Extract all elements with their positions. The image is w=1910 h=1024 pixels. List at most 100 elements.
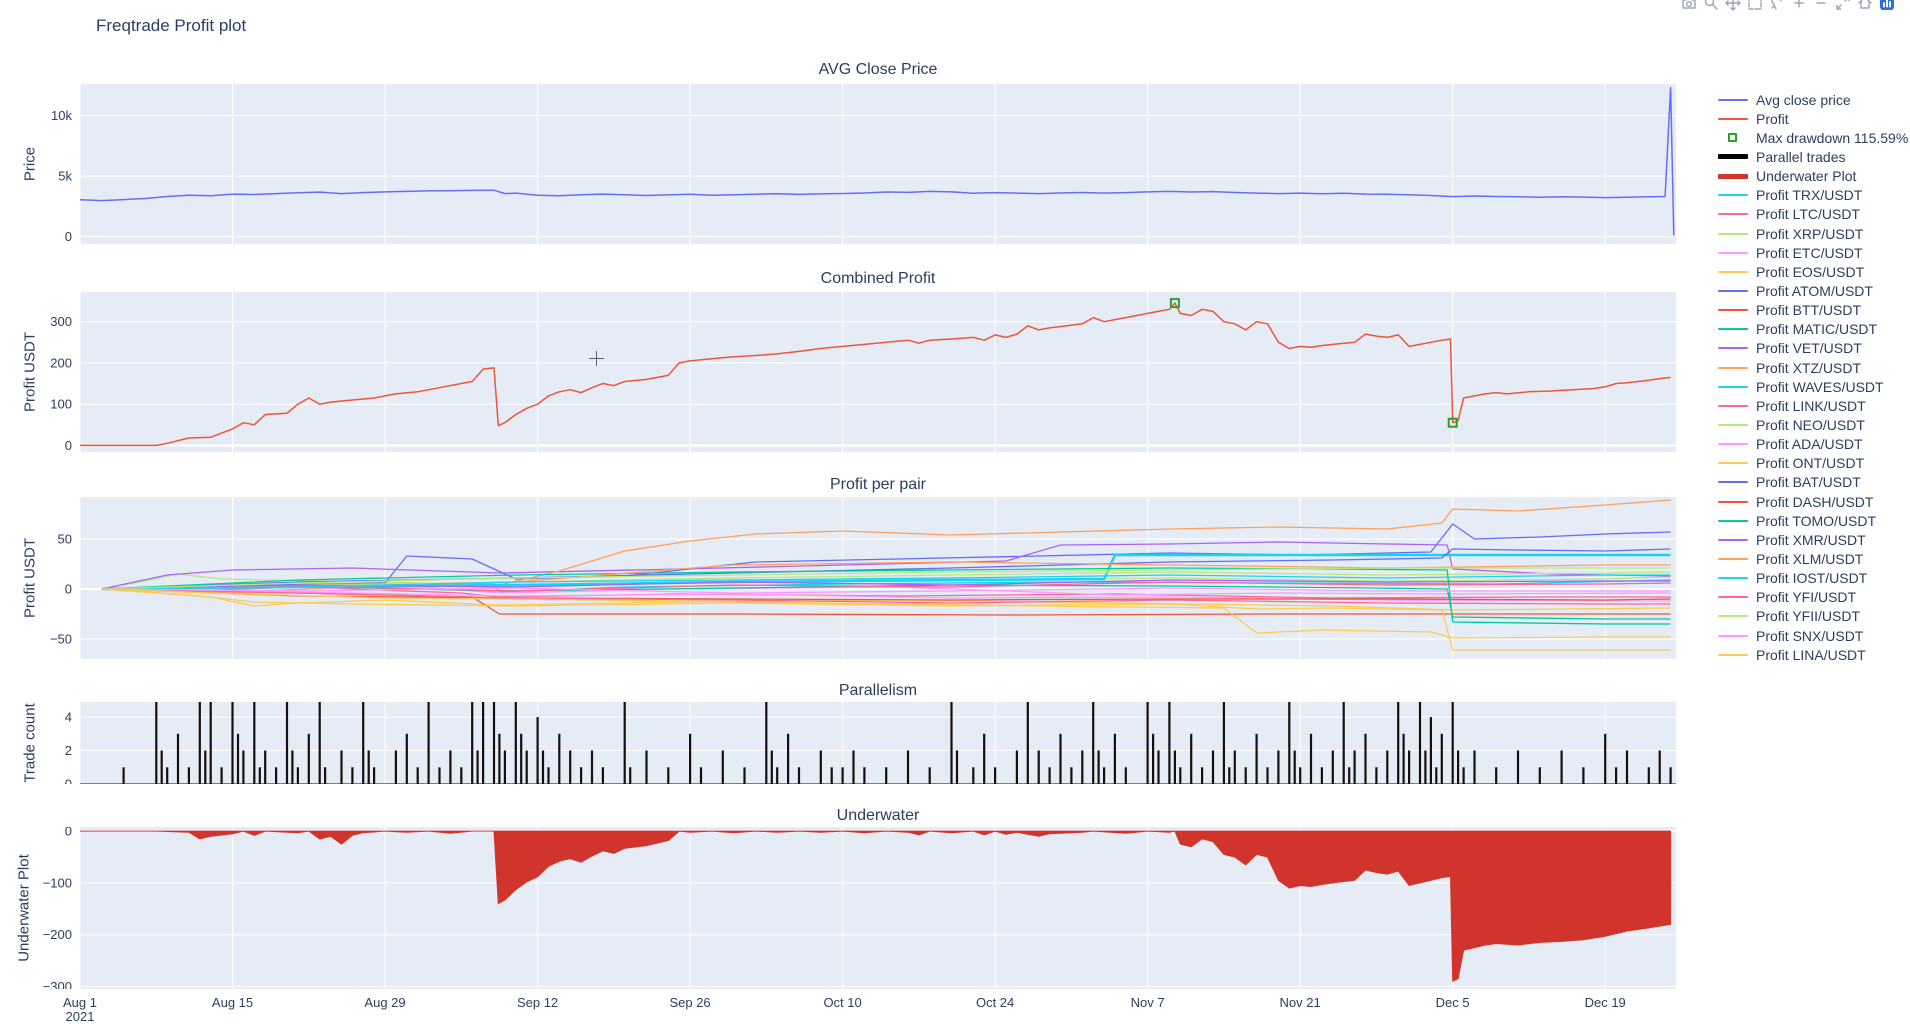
legend-item-profit-tomo-usdt[interactable]: Profit TOMO/USDT (1718, 511, 1908, 530)
trade-count-bar (318, 702, 321, 784)
trade-count-bar (601, 767, 604, 784)
legend-item-underwater-plot[interactable]: Underwater Plot (1718, 167, 1908, 186)
trade-count-bar (885, 767, 888, 784)
legend-item-profit-neo-usdt[interactable]: Profit NEO/USDT (1718, 415, 1908, 434)
x-tick-label: Oct 24 (975, 995, 1015, 1010)
legend-item-profit-waves-usdt[interactable]: Profit WAVES/USDT (1718, 377, 1908, 396)
trade-count-bar (863, 767, 866, 784)
trade-count-bar (520, 733, 523, 784)
legend-item-profit-ont-usdt[interactable]: Profit ONT/USDT (1718, 454, 1908, 473)
pan-icon[interactable] (1725, 0, 1744, 12)
trade-count-bar (699, 767, 703, 784)
legend-item-profit-atom-usdt[interactable]: Profit ATOM/USDT (1718, 281, 1908, 300)
zoom-in-icon[interactable] (1791, 0, 1810, 12)
legend-item-profit-link-usdt[interactable]: Profit LINK/USDT (1718, 396, 1908, 415)
legend-swatch-icon (1718, 385, 1748, 388)
legend-swatch-icon (1718, 462, 1748, 465)
trade-count-bar (438, 767, 441, 784)
legend-item-profit-trx-usdt[interactable]: Profit TRX/USDT (1718, 186, 1908, 205)
subplot-combined-profit[interactable]: 0 100 200 300 (0, 292, 1910, 452)
legend-item-profit-iost-usdt[interactable]: Profit IOST/USDT (1718, 569, 1908, 588)
legend-swatch-icon (1728, 133, 1737, 143)
legend-item-profit-etc-usdt[interactable]: Profit ETC/USDT (1718, 243, 1908, 262)
legend-item-profit-xlm-usdt[interactable]: Profit XLM/USDT (1718, 549, 1908, 568)
trade-count-bar (1157, 750, 1160, 784)
trade-count-bar (852, 750, 855, 784)
plotly-logo-icon[interactable] (1879, 0, 1898, 12)
y-tick-label: 200 (50, 355, 72, 370)
subplot-underwater[interactable]: 0 −100 −200 −300 (0, 827, 1910, 989)
legend-item-label: Profit ETC/USDT (1756, 244, 1863, 261)
trade-count-bar (1233, 750, 1236, 784)
camera-icon[interactable] (1681, 0, 1700, 12)
legend-item-profit-yfi-usdt[interactable]: Profit YFI/USDT (1718, 588, 1908, 607)
trade-count-bar (503, 750, 506, 784)
lasso-icon[interactable] (1769, 0, 1788, 12)
trade-count-bar (797, 767, 801, 784)
legend-swatch-icon (1718, 596, 1748, 599)
trade-count-bar (291, 750, 294, 784)
legend-item-avg-close-price[interactable]: Avg close price (1718, 90, 1908, 109)
legend-item-profit-eos-usdt[interactable]: Profit EOS/USDT (1718, 262, 1908, 281)
autoscale-icon[interactable] (1835, 0, 1854, 12)
legend-item-profit-bat-usdt[interactable]: Profit BAT/USDT (1718, 473, 1908, 492)
trade-count-bar (449, 750, 452, 784)
legend-swatch-icon (1718, 251, 1748, 254)
x-tick-label: Nov 7 (1130, 995, 1165, 1010)
legend-item-profit-lina-usdt[interactable]: Profit LINA/USDT (1718, 645, 1908, 664)
zoom-out-icon[interactable] (1813, 0, 1832, 12)
legend-item-profit-snx-usdt[interactable]: Profit SNX/USDT (1718, 626, 1908, 645)
x-tick-label: Dec 19 (1584, 995, 1626, 1010)
trade-count-bar (1266, 767, 1269, 784)
trade-count-bar (1582, 767, 1585, 784)
legend-item-parallel-trades[interactable]: Parallel trades (1718, 147, 1908, 166)
legend-item-profit-xrp-usdt[interactable]: Profit XRP/USDT (1718, 224, 1908, 243)
trade-count-bar (525, 750, 528, 784)
plot-background (80, 497, 1676, 659)
legend-item-label: Profit BAT/USDT (1756, 474, 1861, 491)
plotly-modebar (1681, 0, 1898, 12)
series-avg-close-price (79, 86, 1675, 236)
legend-swatch-icon (1718, 615, 1748, 618)
x-tick-label: Oct 10 (823, 995, 862, 1010)
subplot-avg-close-price[interactable]: 0 5k 10k (0, 84, 1910, 244)
trade-count-bar (1190, 733, 1193, 784)
trade-count-bar (1647, 767, 1650, 784)
legend-item-profit-ada-usdt[interactable]: Profit ADA/USDT (1718, 435, 1908, 454)
trade-count-bar (1092, 702, 1095, 784)
trade-count-bar (367, 750, 370, 784)
legend-item-max-drawdown-115-59[interactable]: Max drawdown 115.59% (1718, 128, 1908, 147)
zoom-icon[interactable] (1703, 0, 1722, 12)
legend-item-label: Profit LTC/USDT (1756, 206, 1860, 223)
trade-count-bar (209, 702, 212, 784)
box-select-icon[interactable] (1747, 0, 1766, 12)
subplot-profit-per-pair[interactable]: −50 0 50 (0, 497, 1910, 659)
reset-axes-icon[interactable] (1857, 0, 1876, 12)
trade-count-bar (1097, 750, 1100, 784)
legend-swatch-icon (1718, 577, 1748, 580)
trade-count-bar (1364, 733, 1367, 784)
legend-item-profit-vet-usdt[interactable]: Profit VET/USDT (1718, 339, 1908, 358)
legend-item-profit-yfii-usdt[interactable]: Profit YFII/USDT (1718, 607, 1908, 626)
legend-item-profit-dash-usdt[interactable]: Profit DASH/USDT (1718, 492, 1908, 511)
series-underwater-plot (80, 830, 1672, 982)
trade-count-bar (176, 733, 180, 784)
legend-item-profit-btt-usdt[interactable]: Profit BTT/USDT (1718, 301, 1908, 320)
subplot-parallelism[interactable]: 0 2 4 (0, 702, 1910, 784)
trade-count-bar (492, 702, 496, 784)
legend-item-label: Max drawdown 115.59% (1756, 129, 1909, 146)
legend-item-profit[interactable]: Profit (1718, 109, 1908, 128)
legend-item-profit-xtz-usdt[interactable]: Profit XTZ/USDT (1718, 358, 1908, 377)
legend-swatch-icon (1718, 634, 1748, 637)
legend-swatch-icon (1718, 404, 1748, 407)
trade-count-bar (1604, 733, 1607, 784)
legend-item-profit-ltc-usdt[interactable]: Profit LTC/USDT (1718, 205, 1908, 224)
legend-swatch-icon (1718, 194, 1748, 197)
legend-item-profit-matic-usdt[interactable]: Profit MATIC/USDT (1718, 320, 1908, 339)
y-tick-label: 0 (65, 777, 72, 785)
legend-item-label: Profit LINK/USDT (1756, 397, 1866, 414)
trade-count-bar (296, 767, 299, 784)
legend-item-profit-xmr-usdt[interactable]: Profit XMR/USDT (1718, 530, 1908, 549)
trade-count-bar (340, 750, 343, 784)
trade-count-bar (558, 733, 561, 784)
